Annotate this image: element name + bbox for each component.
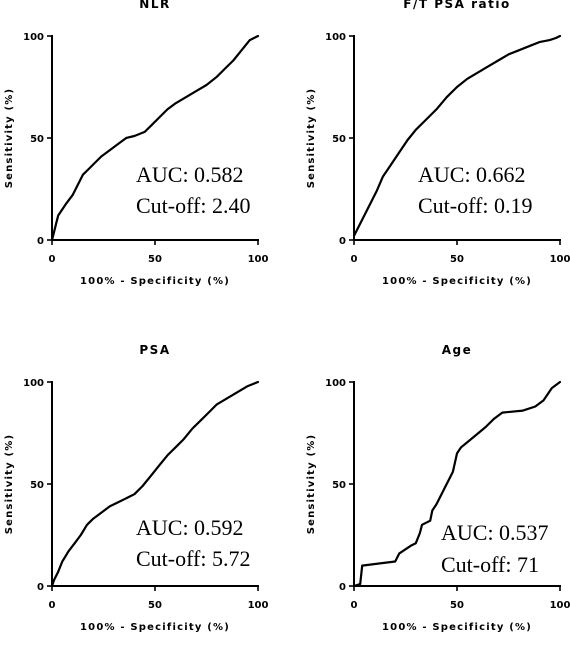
roc-panel-3: PSA 0 50 100 0 50 100 100% - Specificity (%) Sen… (4, 343, 268, 633)
roc-curve (50, 34, 260, 242)
roc-curve (352, 380, 562, 588)
y-tick-label: 0 (37, 582, 44, 593)
cutoff-annotation: Cut-off: 5.72 (136, 546, 250, 571)
y-axis-title: Sensitivity (%) (4, 434, 15, 535)
x-tick-label: 50 (450, 600, 464, 611)
y-tick-label: 50 (332, 134, 346, 145)
y-tick-label: 0 (339, 236, 346, 247)
y-axis-title: Sensitivity (%) (306, 88, 317, 189)
panel-title: NLR (139, 0, 170, 11)
x-tick-label: 100 (550, 254, 570, 265)
cutoff-annotation: Cut-off: 0.19 (418, 193, 532, 218)
x-tick-label: 50 (450, 254, 464, 265)
auc-annotation: AUC: 0.662 (418, 162, 526, 187)
panel-title: Age (442, 343, 473, 357)
y-tick-label: 50 (30, 134, 44, 145)
y-tick-label: 100 (23, 378, 44, 389)
roc-curve (352, 34, 562, 237)
x-tick-label: 100 (550, 600, 570, 611)
y-tick-label: 100 (325, 32, 346, 43)
roc-curve (50, 380, 260, 588)
auc-annotation: AUC: 0.592 (136, 515, 244, 540)
x-tick-label: 50 (148, 254, 162, 265)
auc-annotation: AUC: 0.582 (136, 162, 244, 187)
x-tick-label: 100 (248, 600, 269, 611)
x-axis-title: 100% - Specificity (%) (80, 276, 230, 287)
y-axis-title: Sensitivity (%) (306, 434, 317, 535)
y-tick-label: 50 (332, 480, 346, 491)
x-axis-title: 100% - Specificity (%) (80, 622, 230, 633)
x-tick-label: 0 (49, 600, 56, 611)
x-tick-label: 100 (248, 254, 269, 265)
x-tick-label: 0 (351, 254, 358, 265)
x-tick-label: 50 (148, 600, 162, 611)
y-tick-label: 100 (23, 32, 44, 43)
roc-panel-1: NLR 0 50 100 0 50 100 100% - Specificity (%) Sen… (4, 0, 268, 287)
y-tick-label: 50 (30, 480, 44, 491)
y-tick-label: 100 (325, 378, 346, 389)
y-tick-label: 0 (339, 582, 346, 593)
x-tick-label: 0 (49, 254, 56, 265)
x-tick-label: 0 (351, 600, 358, 611)
auc-annotation: AUC: 0.537 (441, 520, 549, 545)
x-axis-title: 100% - Specificity (%) (382, 622, 532, 633)
cutoff-annotation: Cut-off: 2.40 (136, 193, 250, 218)
x-axis-title: 100% - Specificity (%) (382, 276, 532, 287)
y-tick-label: 0 (37, 236, 44, 247)
panel-title: F/T PSA ratio (403, 0, 510, 11)
roc-panel-2: F/T PSA ratio 0 50 100 0 50 100 100% - Specific… (306, 0, 570, 287)
roc-panel-4: Age 0 50 100 0 50 100 100% - Specificity (%) Sen… (306, 343, 570, 633)
y-axis-title: Sensitivity (%) (4, 88, 15, 189)
panel-title: PSA (139, 343, 170, 357)
cutoff-annotation: Cut-off: 71 (441, 552, 539, 577)
